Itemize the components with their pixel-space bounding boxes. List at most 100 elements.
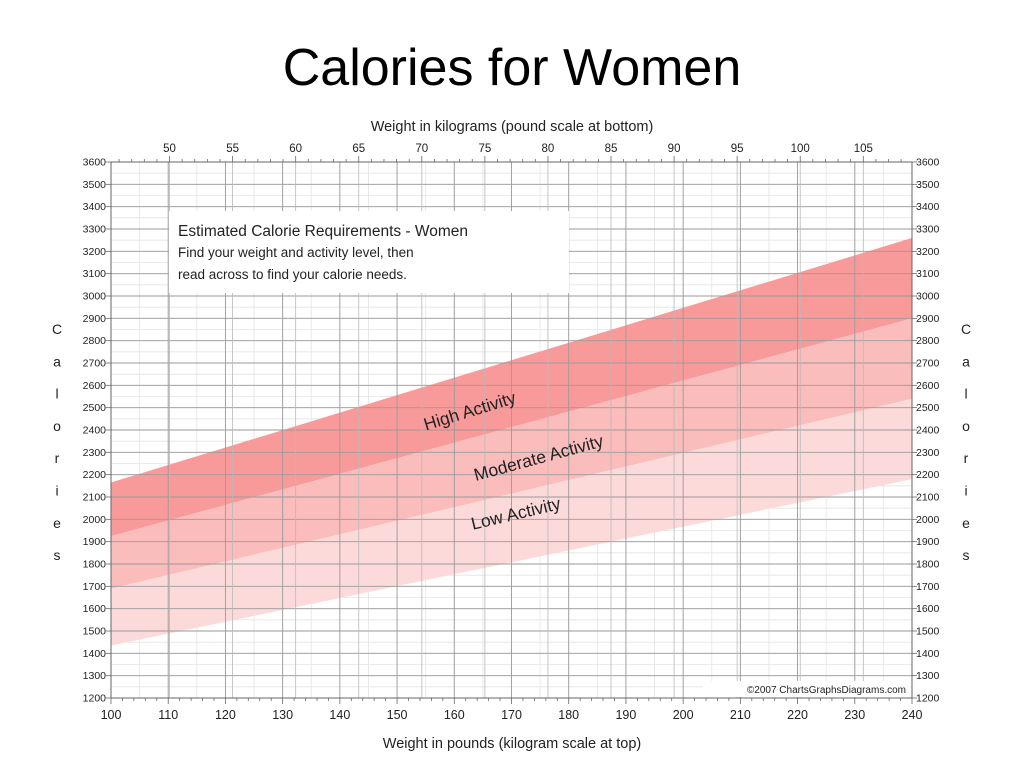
y-tick-label-right: 3600 [916,157,940,169]
y-tick-label-right: 1600 [916,603,940,615]
credit-background [703,681,910,697]
x-tick-label-lb: 170 [501,708,522,722]
y-tick-label-left: 1600 [83,603,107,615]
x-tick-label-kg: 70 [415,143,428,155]
y-tick-label-left: 2800 [83,335,107,347]
info-box-line-1: Find your weight and activity level, the… [178,245,414,260]
axis-tick-labels: 1200 1200 1300 1300 1400 1400 1500 1500 1600 1600… [83,143,940,722]
y-tick-label-right: 2900 [916,313,940,325]
y-axis-title-letter: o [962,418,970,434]
y-tick-label-left: 2500 [83,402,107,414]
y-tick-label-left: 3100 [83,268,107,280]
y-tick-label-right: 2800 [916,335,940,347]
y-axis-title-letter: r [964,450,969,466]
y-tick-label-right: 3000 [916,291,940,303]
x-tick-label-lb: 230 [844,708,865,722]
y-tick-label-left: 2700 [83,358,107,370]
x-tick-label-lb: 110 [158,708,178,722]
y-tick-label-right: 2200 [916,469,940,481]
plot-frame [110,161,913,699]
x-tick-label-kg: 50 [163,143,176,155]
y-tick-label-left: 1900 [83,536,107,548]
x-tick-label-lb: 190 [615,708,636,722]
bottom-axis-title: Weight in pounds (kilogram scale at top) [383,736,641,752]
x-tick-label-kg: 95 [731,143,744,155]
info-box-line-2: read across to find your calorie needs. [178,267,407,282]
y-tick-label-left: 3500 [83,179,107,191]
y-tick-label-right: 1300 [916,670,940,682]
y-tick-label-left: 2200 [83,469,107,481]
y-tick-label-left: 2100 [83,492,107,504]
y-tick-label-left: 1300 [83,670,107,682]
y-tick-label-right: 2600 [916,380,940,392]
y-tick-label-right: 3300 [916,224,940,236]
info-box-title: Estimated Calorie Requirements - Women [178,223,468,240]
y-axis-title-letter: i [964,483,967,499]
y-tick-label-right: 1800 [916,559,940,571]
x-tick-label-lb: 240 [902,708,923,722]
y-tick-label-left: 1700 [83,581,107,593]
y-tick-label-left: 1400 [83,648,107,660]
y-axis-title-letter: C [961,321,971,337]
x-tick-label-kg: 100 [791,143,810,155]
y-tick-label-right: 2000 [916,514,940,526]
x-tick-label-kg: 80 [542,143,555,155]
info-box-background [169,211,569,293]
x-tick-label-kg: 65 [352,143,365,155]
x-tick-label-lb: 200 [673,708,694,722]
y-tick-label-left: 2400 [83,425,107,437]
x-tick-label-kg: 75 [478,143,491,155]
x-tick-label-lb: 140 [329,708,350,722]
y-tick-label-right: 1700 [916,581,940,593]
y-tick-label-right: 3500 [916,179,940,191]
credit-text: ©2007 ChartsGraphsDiagrams.com [747,685,906,696]
x-tick-label-kg: 90 [668,143,681,155]
y-axis-title-letter: a [53,353,61,369]
y-axis-title-letter: r [55,450,60,466]
y-tick-label-left: 1500 [83,626,107,638]
y-tick-label-left: 2900 [83,313,107,325]
y-tick-label-left: 1800 [83,559,107,571]
y-tick-label-right: 1400 [916,648,940,660]
y-tick-label-right: 1900 [916,536,940,548]
x-tick-label-kg: 85 [605,143,618,155]
y-tick-label-left: 2300 [83,447,107,459]
y-tick-label-left: 3200 [83,246,107,258]
y-axis-title-right: Ca lor ies [961,321,971,563]
x-tick-label-lb: 100 [101,708,122,722]
y-tick-label-left: 3300 [83,224,107,236]
y-tick-label-right: 3100 [916,268,940,280]
y-tick-label-left: 3600 [83,157,107,169]
y-axis-title-letter: s [54,547,61,563]
y-tick-label-right: 2400 [916,425,940,437]
x-tick-label-kg: 105 [854,143,873,155]
x-tick-label-lb: 150 [387,708,408,722]
slide-title: Calories for Women [282,39,742,97]
x-tick-label-lb: 220 [787,708,808,722]
y-tick-label-right: 3400 [916,201,940,213]
x-tick-label-kg: 55 [226,143,239,155]
y-axis-title-letter: o [53,418,61,434]
y-tick-label-left: 1200 [83,693,107,705]
x-tick-label-kg: 60 [289,143,302,155]
y-tick-label-left: 3400 [83,201,107,213]
y-tick-label-right: 1500 [916,626,940,638]
y-axis-title-letter: C [52,321,62,337]
info-box: Estimated Calorie Requirements - Women F… [169,211,569,293]
y-tick-label-right: 2500 [916,402,940,414]
y-axis-title-letter: a [962,353,970,369]
y-axis-title-letter: l [55,386,58,402]
y-tick-label-right: 1200 [916,693,940,705]
y-tick-label-right: 2300 [916,447,940,459]
y-axis-title-letter: i [55,483,58,499]
y-axis-title-letter: s [963,547,970,563]
y-axis-title-left: Ca lor ies [52,321,62,563]
y-axis-title-letter: e [53,515,61,531]
y-tick-label-left: 2000 [83,514,107,526]
x-tick-label-lb: 210 [730,708,751,722]
y-axis-title-letter: l [964,386,967,402]
y-tick-label-right: 3200 [916,246,940,258]
y-tick-label-right: 2100 [916,492,940,504]
x-tick-label-lb: 120 [215,708,236,722]
